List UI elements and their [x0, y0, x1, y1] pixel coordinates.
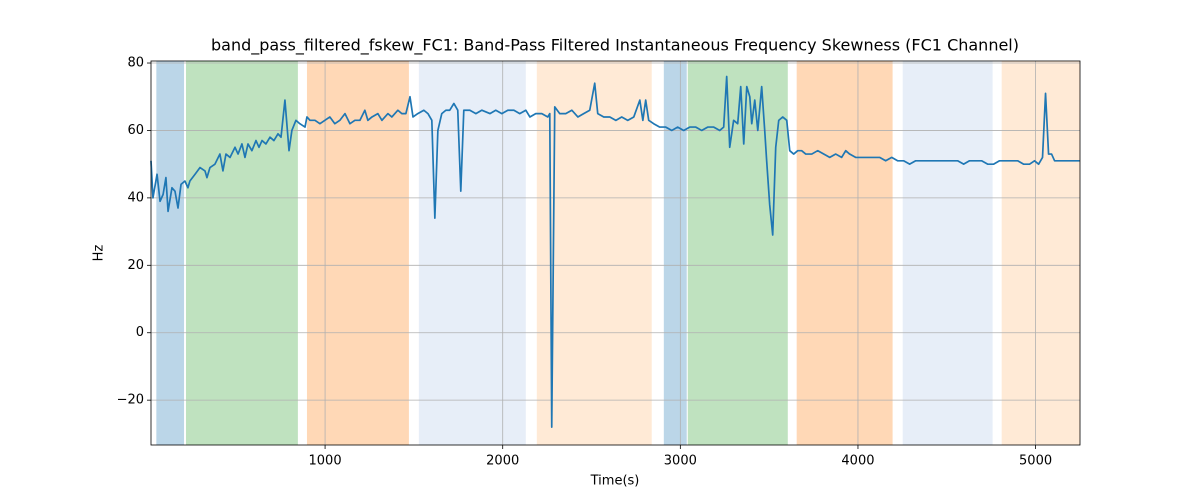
y-tick-label: −20	[117, 393, 144, 408]
y-tick-label: 60	[127, 123, 144, 138]
shaded-span	[418, 61, 526, 445]
x-tick-label: 3000	[664, 454, 697, 469]
shaded-span	[663, 61, 687, 445]
shaded-span	[1001, 61, 1080, 445]
shaded-span	[796, 61, 893, 445]
x-tick-label: 1000	[309, 454, 342, 469]
plot	[150, 75, 1080, 428]
shaded-span	[902, 61, 993, 445]
x-tick-label: 4000	[841, 454, 874, 469]
shaded-span	[156, 61, 185, 445]
chart-title: band_pass_filtered_fskew_FC1: Band-Pass …	[211, 36, 1019, 56]
data-line	[150, 75, 1080, 428]
y-axis-label: Hz	[92, 245, 107, 262]
shaded-span	[185, 61, 298, 445]
x-tick-label: 5000	[1019, 454, 1052, 469]
grid: 1000 2000 3000 4000 5000 −20 0 20 40 60 80	[117, 56, 1080, 469]
shaded-span	[687, 61, 788, 445]
spans	[156, 61, 1080, 445]
plot-frame	[150, 60, 1081, 446]
x-tick-label: 2000	[486, 454, 519, 469]
y-tick-label: 20	[127, 258, 144, 273]
y-tick-label: 0	[136, 325, 144, 340]
x-axis-label: Time(s)	[590, 474, 640, 489]
y-tick-label: 40	[127, 190, 144, 205]
shaded-span	[306, 61, 409, 445]
y-tick-label: 80	[127, 56, 144, 71]
shaded-span	[536, 61, 652, 445]
